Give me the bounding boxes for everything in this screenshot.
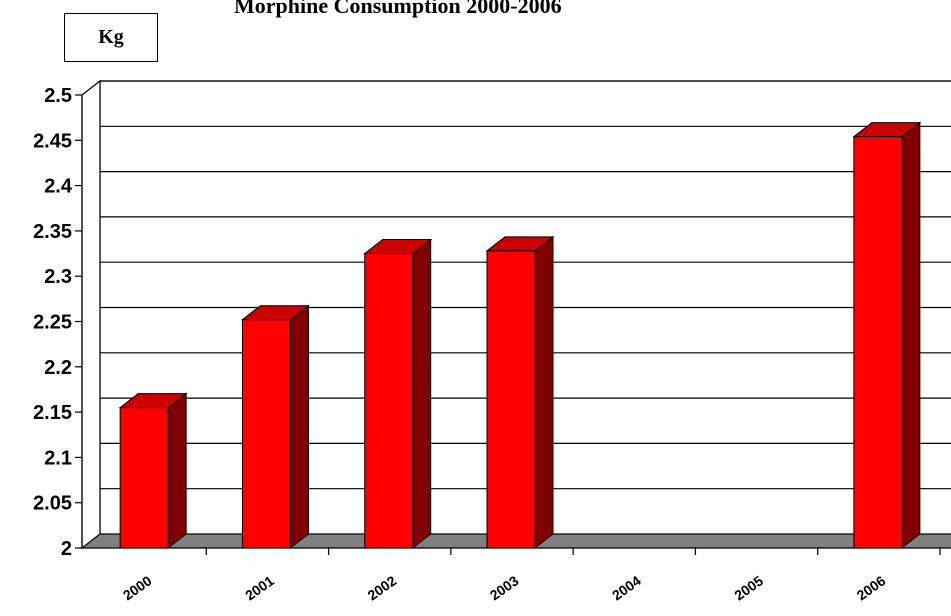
x-tick-label: 2005 xyxy=(731,572,766,603)
y-tick-label: 2.25 xyxy=(33,312,72,334)
bar xyxy=(485,235,555,550)
y-axis: 2 2.05 2.1 2.15 2.2 2.25 2.3 2.35 2.4 2.45 2.5 xyxy=(33,85,83,560)
y-tick-label: 2.4 xyxy=(44,176,73,198)
chart-title: Morphine Consumption 2000-2006 xyxy=(234,0,562,18)
bars xyxy=(118,121,922,550)
y-tick-label: 2.1 xyxy=(44,447,72,469)
y-tick-label: 2.35 xyxy=(33,221,72,243)
bar xyxy=(118,392,188,550)
bar-front xyxy=(853,136,903,549)
y-tick-label: 2 xyxy=(61,538,72,560)
bar-side xyxy=(167,392,187,550)
x-tick-label: 2006 xyxy=(854,572,889,603)
unit-label-box: Kg xyxy=(64,13,158,62)
bar-front xyxy=(119,407,169,549)
x-tick-label: 2001 xyxy=(242,572,277,603)
x-tick-label: 2004 xyxy=(609,572,644,603)
y-tick-label: 2.5 xyxy=(44,85,72,107)
y-tick-label: 2.2 xyxy=(44,357,72,379)
x-tick-label: 2003 xyxy=(487,572,522,603)
y-tick-label: 2.3 xyxy=(44,266,72,288)
bar-front xyxy=(241,319,291,549)
y-axis-unit-label: Kg xyxy=(98,26,124,48)
bar-front xyxy=(486,250,536,549)
x-axis: 2000 2001 2002 2003 2004 2005 2006 xyxy=(82,547,951,603)
bar xyxy=(240,304,310,550)
y-tick-label: 2.05 xyxy=(33,493,72,515)
bar-side xyxy=(289,304,309,550)
bar-side xyxy=(412,238,432,550)
bar xyxy=(852,121,922,550)
y-tick-label: 2.45 xyxy=(33,130,72,152)
x-tick-label: 2000 xyxy=(120,572,155,603)
y-tick-label: 2.15 xyxy=(33,402,72,424)
x-tick-label: 2002 xyxy=(364,572,399,603)
bar-side xyxy=(534,235,554,550)
bar xyxy=(363,238,433,550)
bar-side xyxy=(901,121,921,550)
bar-front xyxy=(364,253,414,549)
side-wall xyxy=(81,79,101,550)
